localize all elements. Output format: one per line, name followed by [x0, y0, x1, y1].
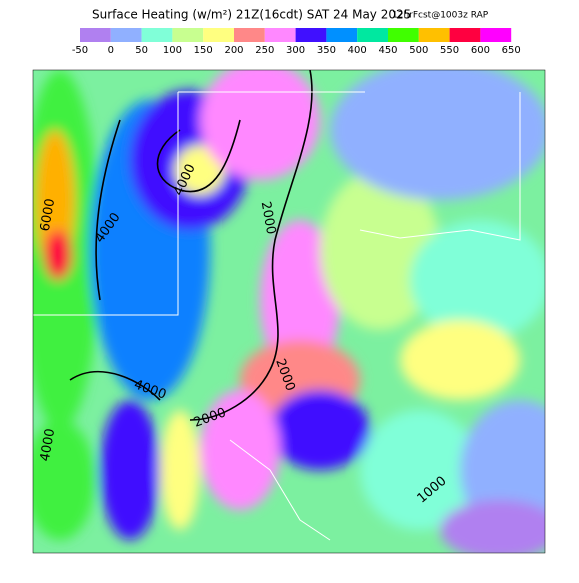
colorbar-label: 600 [471, 45, 490, 56]
colorbar-label: 300 [286, 45, 305, 56]
colorbar-label: 50 [135, 45, 148, 56]
colorbar-label: 200 [224, 45, 243, 56]
title: Surface Heating (w/m²) 21Z(16cdt) SAT 24… [92, 8, 411, 22]
contour-label: 4000 [38, 427, 59, 462]
colorbar-swatch [295, 28, 327, 42]
map-frame [32, 69, 546, 554]
colorbar-swatch [234, 28, 265, 42]
colorbar-swatch [80, 28, 111, 42]
colorbar-swatch [388, 28, 419, 42]
colorbar-label: 650 [502, 45, 521, 56]
colorbar-label: 150 [194, 45, 213, 56]
colorbar-label: 400 [348, 45, 367, 56]
contour-label: 2000 [258, 200, 279, 235]
colorbar-label: 550 [440, 45, 459, 56]
colorbar-label: 450 [378, 45, 397, 56]
colorbar-swatch [326, 28, 358, 42]
colorbar-swatch [418, 28, 450, 42]
colorbar: -50 0 50 100 150 200 250 300 350 400 450 500 550 600 6… [72, 28, 521, 56]
colorbar-swatch [141, 28, 173, 42]
colorbar-swatch [203, 28, 234, 42]
colorbar-swatch [357, 28, 388, 42]
colorbar-label: 350 [317, 45, 336, 56]
subtitle: 12hrFcst@1003z RAP [392, 11, 489, 21]
colorbar-label: 100 [163, 45, 182, 56]
contour-label: 6000 [38, 197, 59, 232]
colorbar-swatch [172, 28, 204, 42]
colorbar-swatch [264, 28, 296, 42]
colorbar-label: 250 [255, 45, 274, 56]
map [33, 70, 545, 553]
colorbar-swatch [480, 28, 512, 42]
colorbar-label: 0 [108, 45, 114, 56]
colorbar-label: -50 [72, 45, 88, 56]
colorbar-swatch [110, 28, 142, 42]
colorbar-swatch [449, 28, 481, 42]
colorbar-label: 500 [409, 45, 428, 56]
